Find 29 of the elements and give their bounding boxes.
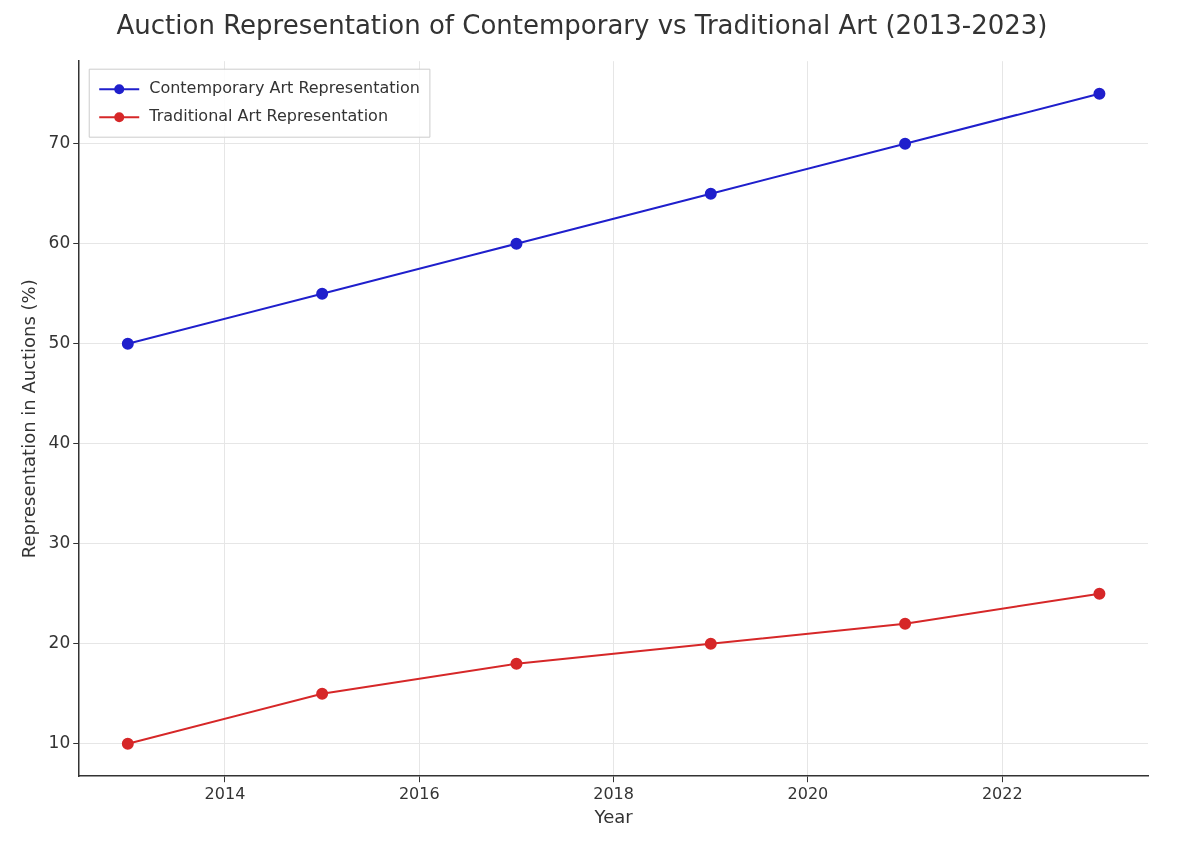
point	[899, 137, 912, 150]
y-tick-label: 30	[48, 532, 71, 553]
point	[316, 287, 329, 300]
y-tick-label: 10	[48, 732, 71, 753]
x-tick-label: 2018	[593, 783, 634, 803]
y-tick-label: 70	[48, 132, 71, 153]
y-tick-label: 20	[48, 632, 71, 653]
point	[121, 337, 134, 350]
chart-title: Auction Representation of Contemporary vs Traditional Art (2013-2023)	[116, 10, 1048, 41]
y-tick-label: 60	[48, 232, 71, 253]
point	[704, 637, 717, 650]
y-axis-title: Representation in Auctions (%)	[18, 279, 40, 559]
point	[1093, 587, 1106, 600]
point	[316, 687, 329, 700]
x-tick-label: 2014	[204, 783, 246, 803]
legend-label: Contemporary Art Representation	[149, 78, 420, 98]
y-tick-label: 40	[48, 432, 71, 453]
x-tick-label: 2020	[787, 783, 829, 803]
point	[899, 617, 912, 630]
x-tick-label: 2022	[981, 783, 1023, 803]
legend-label: Traditional Art Representation	[148, 106, 389, 126]
y-tick-label: 50	[48, 332, 71, 353]
point	[121, 737, 134, 750]
x-axis-title: Year	[593, 805, 634, 827]
point	[510, 237, 523, 250]
point	[1093, 87, 1106, 100]
point	[510, 657, 523, 670]
point	[704, 187, 717, 200]
x-tick-label: 2016	[398, 783, 440, 803]
